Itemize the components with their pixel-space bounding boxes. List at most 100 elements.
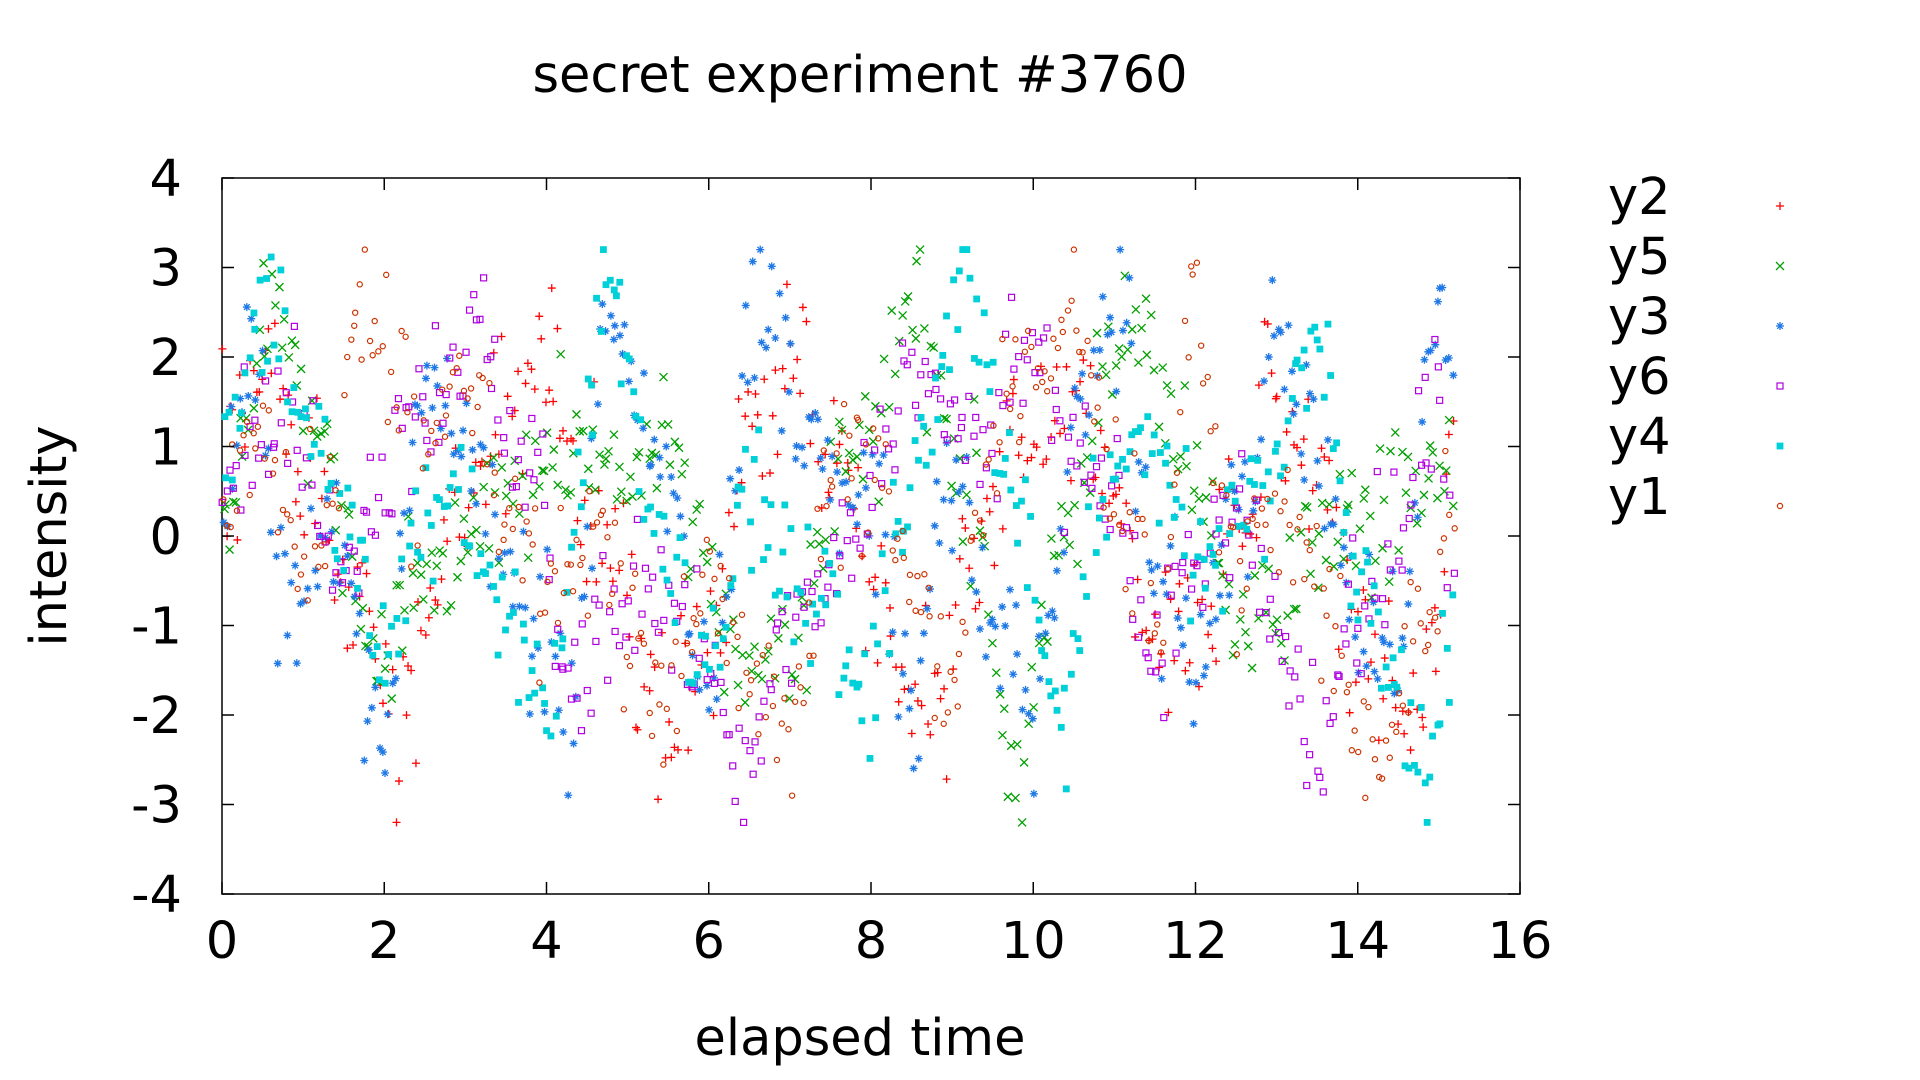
data-point: [327, 479, 335, 487]
data-point: [1238, 450, 1246, 458]
data-point: [635, 635, 642, 642]
data-point: [773, 756, 781, 764]
data-point: [738, 650, 748, 660]
data-point: [826, 495, 835, 504]
data-point: [1385, 640, 1394, 649]
data-point: [1166, 481, 1174, 489]
data-point: [361, 555, 369, 563]
data-point: [828, 483, 836, 490]
data-point: [680, 458, 690, 468]
data-point: [894, 712, 903, 721]
data-point: [1034, 632, 1043, 641]
data-point: [573, 516, 582, 525]
data-point: [1384, 577, 1394, 587]
data-point: [1292, 443, 1301, 452]
data-point: [240, 442, 249, 451]
data-point: [947, 496, 956, 505]
data-point: [982, 461, 990, 468]
data-point: [667, 472, 676, 481]
data-point: [1095, 345, 1104, 354]
data-point: [311, 543, 319, 550]
data-point: [1079, 356, 1088, 365]
data-point: [1292, 400, 1301, 409]
data-point: [569, 588, 577, 595]
data-point: [1282, 632, 1290, 641]
data-point: [1146, 310, 1156, 320]
data-point: [862, 441, 870, 448]
data-point: [413, 401, 422, 410]
data-point: [900, 527, 907, 535]
data-point: [598, 300, 607, 309]
data-point: [1122, 585, 1129, 593]
data-point: [899, 548, 906, 556]
data-point: [1431, 614, 1439, 621]
data-point: [911, 680, 920, 689]
data-point: [313, 521, 322, 530]
data-point: [690, 679, 697, 687]
data-point: [529, 614, 538, 623]
data-point: [510, 456, 520, 466]
data-point: [835, 440, 844, 449]
data-point: [584, 612, 592, 619]
data-point: [1052, 566, 1061, 575]
data-point: [781, 695, 788, 702]
data-point: [663, 527, 672, 536]
data-point: [1006, 405, 1014, 413]
data-point: [1111, 361, 1121, 370]
data-point: [844, 448, 854, 458]
data-point: [750, 455, 758, 463]
data-point: [468, 445, 477, 454]
data-point: [300, 530, 309, 539]
data-point: [1116, 245, 1125, 254]
data-point: [654, 795, 663, 804]
data-point: [885, 603, 894, 612]
data-point: [1207, 428, 1214, 435]
data-point: [1194, 553, 1202, 561]
data-point: [811, 408, 820, 417]
data-point: [366, 453, 374, 461]
data-point: [616, 487, 626, 497]
data-point: [1398, 646, 1405, 654]
data-point: [804, 523, 812, 531]
data-point: [1354, 616, 1362, 624]
data-point: [1094, 404, 1101, 411]
data-point: [717, 562, 724, 570]
data-point: [1198, 595, 1207, 604]
data-point: [1211, 615, 1220, 624]
data-point: [663, 705, 671, 713]
data-point: [1126, 509, 1133, 516]
data-point: [1046, 534, 1056, 543]
data-point: [1204, 373, 1211, 381]
data-point: [738, 485, 746, 493]
data-point: [766, 469, 775, 478]
data-point: [1303, 404, 1311, 412]
data-point: [729, 575, 737, 583]
data-point: [650, 435, 659, 444]
data-point: [1207, 602, 1216, 611]
data-point: [674, 745, 683, 754]
data-point: [606, 608, 614, 616]
data-point: [660, 512, 668, 520]
data-point: [1138, 628, 1147, 637]
data-point: [914, 754, 923, 763]
data-point: [735, 704, 742, 712]
data-point: [545, 386, 554, 395]
data-point: [1431, 335, 1439, 344]
data-point: [1357, 670, 1365, 678]
data-point: [930, 521, 939, 530]
data-point: [465, 306, 474, 314]
data-point: [1154, 422, 1164, 432]
data-point: [1446, 491, 1454, 499]
data-point: [1381, 621, 1389, 629]
data-point: [917, 701, 926, 710]
data-point: [1443, 584, 1451, 592]
data-point: [927, 370, 935, 379]
data-point: [549, 445, 559, 455]
data-point: [1023, 456, 1032, 465]
data-point: [539, 466, 549, 476]
data-point: [898, 310, 908, 320]
data-point: [454, 368, 462, 376]
data-point: [999, 704, 1009, 714]
data-point: [875, 459, 884, 468]
data-point: [471, 525, 481, 535]
